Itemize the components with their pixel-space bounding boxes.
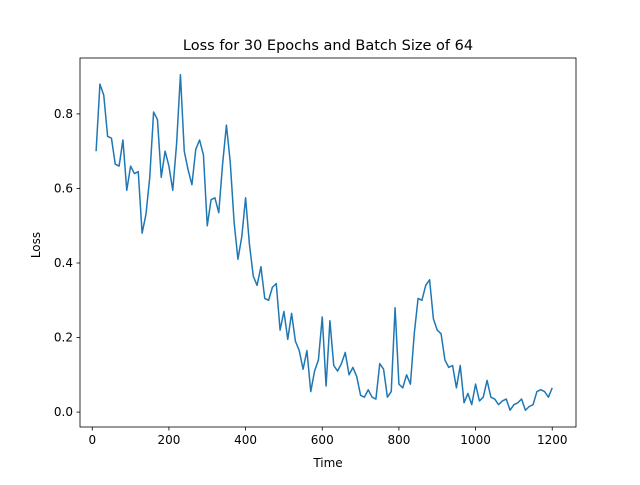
- plot-area: [79, 57, 577, 428]
- y-axis: 0.0 0.2 0.4 0.6 0.8: [54, 107, 80, 419]
- y-tick-label: 0.2: [54, 331, 73, 345]
- x-axis: 0 200 400 600 800 1000 1200: [88, 427, 568, 447]
- chart-title: Loss for 30 Epochs and Batch Size of 64: [183, 38, 473, 54]
- x-axis-label: Time: [312, 456, 342, 470]
- axes-frame: [79, 57, 577, 428]
- x-tick-label: 600: [311, 433, 334, 447]
- x-tick-label: 400: [234, 433, 257, 447]
- x-tick-label: 0: [88, 433, 96, 447]
- y-axis-label: Loss: [29, 232, 43, 258]
- x-tick-label: 1000: [460, 433, 491, 447]
- x-tick-label: 1200: [537, 433, 568, 447]
- x-tick-label: 200: [157, 433, 180, 447]
- y-tick-label: 0.0: [54, 405, 73, 419]
- x-tick-label: 800: [387, 433, 410, 447]
- y-tick-label: 0.8: [54, 107, 73, 121]
- y-tick-label: 0.6: [54, 181, 73, 195]
- series-line-0: [95, 74, 553, 411]
- y-tick-label: 0.4: [54, 256, 73, 270]
